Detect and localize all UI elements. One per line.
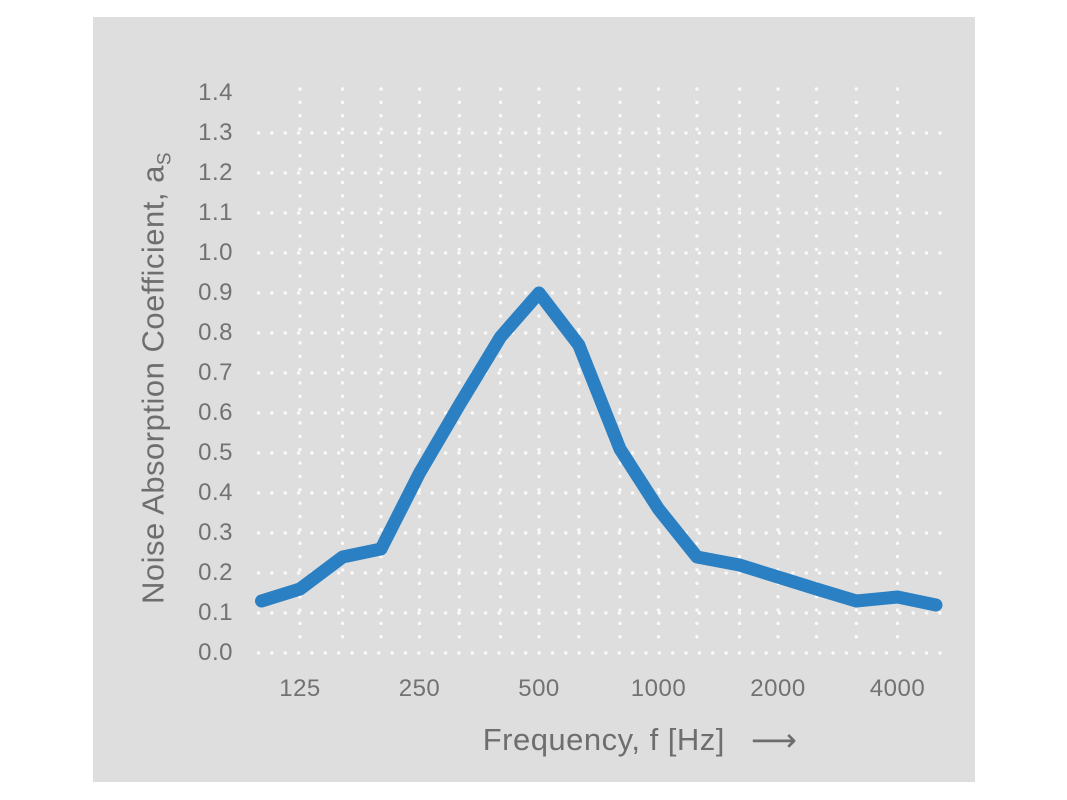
y-tick-label: 0.4 [198,479,233,506]
y-tick-label: 0.1 [198,599,233,626]
y-tick-label: 1.1 [198,199,233,226]
x-axis-title-text: Frequency, f [Hz] [482,722,725,757]
absorption-curve [255,286,943,612]
x-tick-label: 2000 [750,675,806,702]
y-tick-label: 1.4 [198,79,233,106]
x-tick-label: 125 [279,675,321,702]
y-tick-label: 0.8 [198,319,233,346]
y-tick-label: 1.2 [198,159,233,186]
y-tick-label: 0.3 [198,519,233,546]
x-tick-label: 4000 [869,675,926,702]
x-axis-title: Frequency, f [Hz] ⟶ [483,722,798,758]
y-tick-label: 0.6 [198,399,233,426]
y-tick-label: 0.7 [198,359,233,386]
right-arrow-icon: ⟶ [750,722,798,758]
y-tick-label: 1.3 [198,119,233,146]
y-tick-label: 0.0 [198,639,233,666]
y-tick-label: 0.9 [198,279,233,306]
y-tick-label: 0.5 [198,439,233,466]
x-tick-label: 1000 [630,675,687,702]
grid-dots [256,87,943,655]
y-tick-label: 1.0 [198,239,233,266]
x-tick-label: 500 [518,675,560,702]
plot-panel [93,17,975,782]
x-tick-label: 250 [398,675,441,702]
y-tick-label: 0.2 [198,559,233,586]
